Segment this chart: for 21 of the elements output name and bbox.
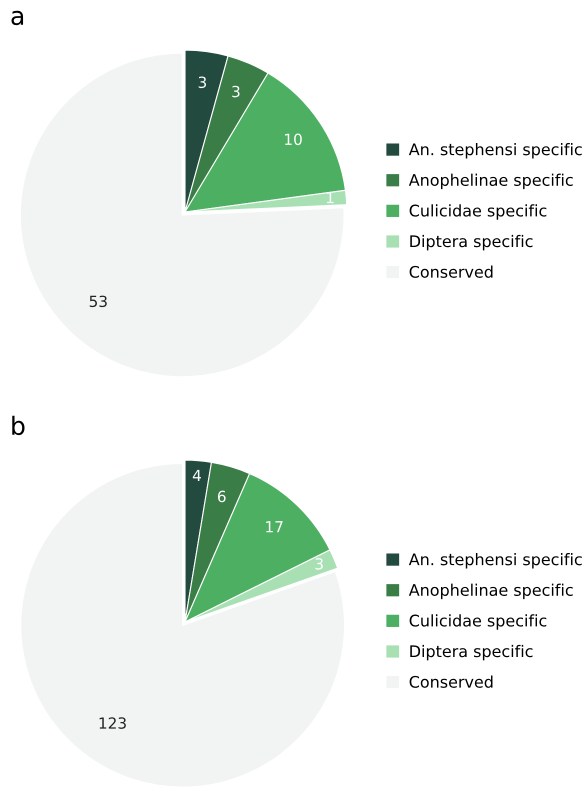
- legend-label: Anophelinae specific: [408, 174, 573, 190]
- chart-title: a: [12, 10, 24, 26]
- legend-label: An. stephensi specific: [408, 143, 582, 158]
- data-label: 4: [192, 470, 201, 481]
- data-label: 53: [90, 296, 107, 308]
- data-label: 3: [232, 86, 240, 98]
- data-label: 123: [100, 717, 126, 729]
- legend-label: Anophelinae specific: [408, 584, 573, 600]
- data-label: 17: [266, 521, 283, 532]
- data-label: 6: [218, 490, 226, 502]
- data-label: 10: [285, 134, 302, 146]
- legend-label: An. stephensi specific: [408, 553, 582, 568]
- legend-label: Culicidae specific: [410, 204, 546, 220]
- chart-title: b: [12, 416, 25, 436]
- legend-label: Diptera specific: [410, 644, 532, 660]
- legend-label: Culicidae specific: [410, 614, 546, 630]
- legend-label: Diptera specific: [410, 234, 532, 250]
- data-label: 3: [315, 558, 323, 570]
- legend-label: Conserved: [410, 266, 492, 278]
- legend-label: Conserved: [410, 676, 492, 688]
- data-label: 3: [198, 76, 206, 88]
